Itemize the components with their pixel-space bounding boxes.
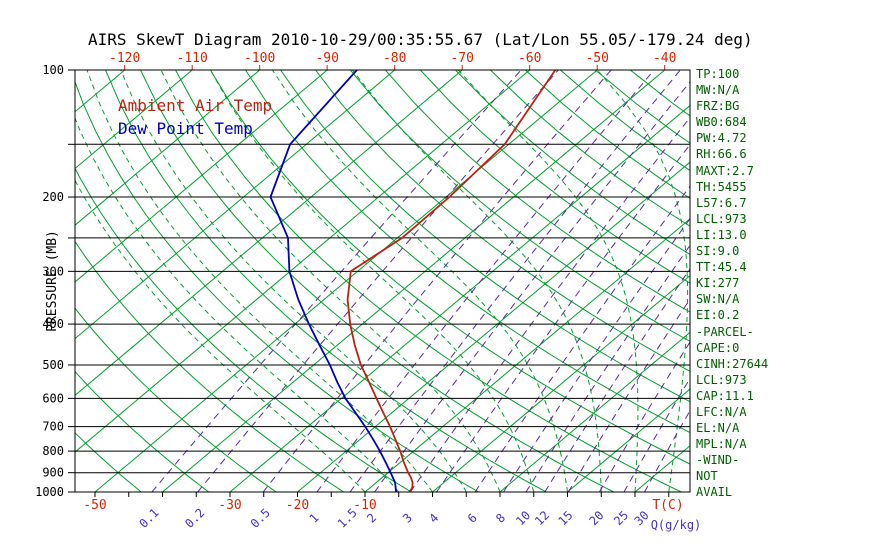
stat-line: LFC:N/A — [696, 404, 747, 419]
mixing-ratio-label: 1 — [307, 511, 322, 526]
pressure-axis-label: PRESSURE (MB) — [45, 230, 60, 332]
stat-line: WB0:684 — [696, 115, 747, 130]
stat-line: SW:N/A — [696, 292, 740, 307]
top-axis-label: -120 — [109, 51, 140, 66]
stat-line: EL:N/A — [696, 421, 740, 436]
top-axis-label: -100 — [244, 51, 275, 66]
stat-line: TT:45.4 — [696, 260, 747, 275]
pressure-tick-label: 600 — [42, 391, 64, 405]
mixing-ratio-label: 12 — [532, 508, 552, 528]
isotherm-lines — [75, 70, 690, 492]
top-axis-label: -110 — [177, 51, 208, 66]
pressure-tick-label: 300 — [42, 264, 64, 278]
bottom-temp-label: -10 — [353, 498, 376, 513]
mixing-ratio-label: 20 — [586, 508, 606, 528]
mixing-ratio-label: 25 — [611, 508, 631, 528]
bottom-temp-label: -20 — [286, 498, 309, 513]
stat-line: LCL:973 — [696, 211, 747, 226]
pressure-tick-label: 500 — [42, 358, 64, 372]
pressure-tick-label: 100 — [42, 63, 64, 77]
top-axis-label: -70 — [450, 51, 473, 66]
stat-line: L57:6.7 — [696, 195, 747, 210]
stat-line: CINH:27644 — [696, 356, 769, 371]
stat-line: CAPE:0 — [696, 340, 740, 355]
pressure-tick-label: 700 — [42, 420, 64, 434]
stat-line: EI:0.2 — [696, 308, 740, 323]
top-axis-ticks — [124, 65, 666, 70]
mixing-ratio-label: 0.1 — [136, 506, 161, 531]
mixing-ratio-label: 3 — [400, 511, 415, 526]
stat-line: KI:277 — [696, 276, 740, 291]
top-axis-label: -80 — [383, 51, 406, 66]
temp-unit-label: T(C) — [652, 498, 683, 513]
ambient-temp-line — [346, 70, 557, 492]
mixing-ratio-label: 15 — [555, 508, 575, 528]
stats-panel: TP:100 MW:N/A FRZ:BG WB0:684 PW:4.72 RH:66.6 M… — [696, 66, 768, 501]
stat-line: SI:9.0 — [696, 244, 740, 259]
top-axis-label: -40 — [653, 51, 676, 66]
pressure-tick-label: 200 — [42, 190, 64, 204]
bottom-temp-label: -50 — [83, 498, 106, 513]
pressure-tick-label: 900 — [42, 466, 64, 480]
pressure-tick-label: 400 — [42, 317, 64, 331]
top-axis-label: -50 — [585, 51, 608, 66]
top-axis-label: -90 — [315, 51, 338, 66]
stat-line: MW:N/A — [696, 83, 740, 98]
mixing-ratio-label: 4 — [426, 511, 441, 526]
stat-line: TP:100 — [696, 67, 740, 81]
stat-line: -WIND- — [696, 453, 740, 468]
mixing-ratio-label: 8 — [493, 511, 508, 526]
bottom-temp-label: -30 — [218, 498, 241, 513]
stat-line: MPL:N/A — [696, 437, 747, 452]
stat-line: AVAIL — [696, 485, 733, 500]
stat-line: FRZ:BG — [696, 99, 740, 114]
pressure-tick-label: 800 — [42, 444, 64, 458]
mixing-ratio-label: 6 — [465, 511, 480, 526]
mixing-unit-label: Q(g/kg) — [651, 518, 702, 532]
stat-line: LCL:973 — [696, 372, 747, 387]
mixing-ratio-label: 10 — [513, 508, 533, 528]
stat-line: TH:5455 — [696, 179, 747, 194]
stat-line: LI:13.0 — [696, 227, 747, 242]
bottom-axis-ticks — [94, 492, 670, 497]
legend-ambient-temp: Ambient Air Temp — [118, 96, 273, 115]
stat-line: CAP:11.1 — [696, 388, 754, 403]
pressure-tick-label: 1000 — [35, 485, 64, 499]
plot-border — [74, 69, 691, 493]
stat-line: -PARCEL- — [696, 324, 754, 339]
legend-dew-point: Dew Point Temp — [118, 119, 253, 138]
stat-line: PW:4.72 — [696, 131, 747, 146]
chart-title: AIRS SkewT Diagram 2010-10-29/00:35:55.6… — [88, 30, 753, 49]
dew-point-line — [269, 70, 397, 492]
stat-line: RH:66.6 — [696, 147, 747, 162]
stat-line: NOT — [696, 469, 718, 484]
mixing-ratio-label: 0.5 — [248, 506, 273, 531]
mixing-ratio-label: 30 — [632, 508, 652, 528]
mixing-ratio-label: 0.2 — [182, 506, 207, 531]
stat-line: MAXT:2.7 — [696, 163, 754, 178]
top-axis-label: -60 — [518, 51, 541, 66]
